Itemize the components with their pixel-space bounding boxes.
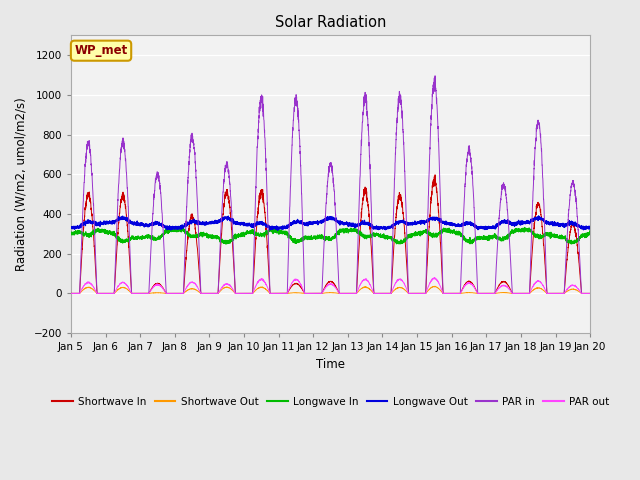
Y-axis label: Radiation (W/m2, umol/m2/s): Radiation (W/m2, umol/m2/s) <box>15 97 28 271</box>
Title: Solar Radiation: Solar Radiation <box>275 15 386 30</box>
X-axis label: Time: Time <box>316 358 345 371</box>
Text: WP_met: WP_met <box>74 44 127 57</box>
Legend: Shortwave In, Shortwave Out, Longwave In, Longwave Out, PAR in, PAR out: Shortwave In, Shortwave Out, Longwave In… <box>47 393 613 411</box>
